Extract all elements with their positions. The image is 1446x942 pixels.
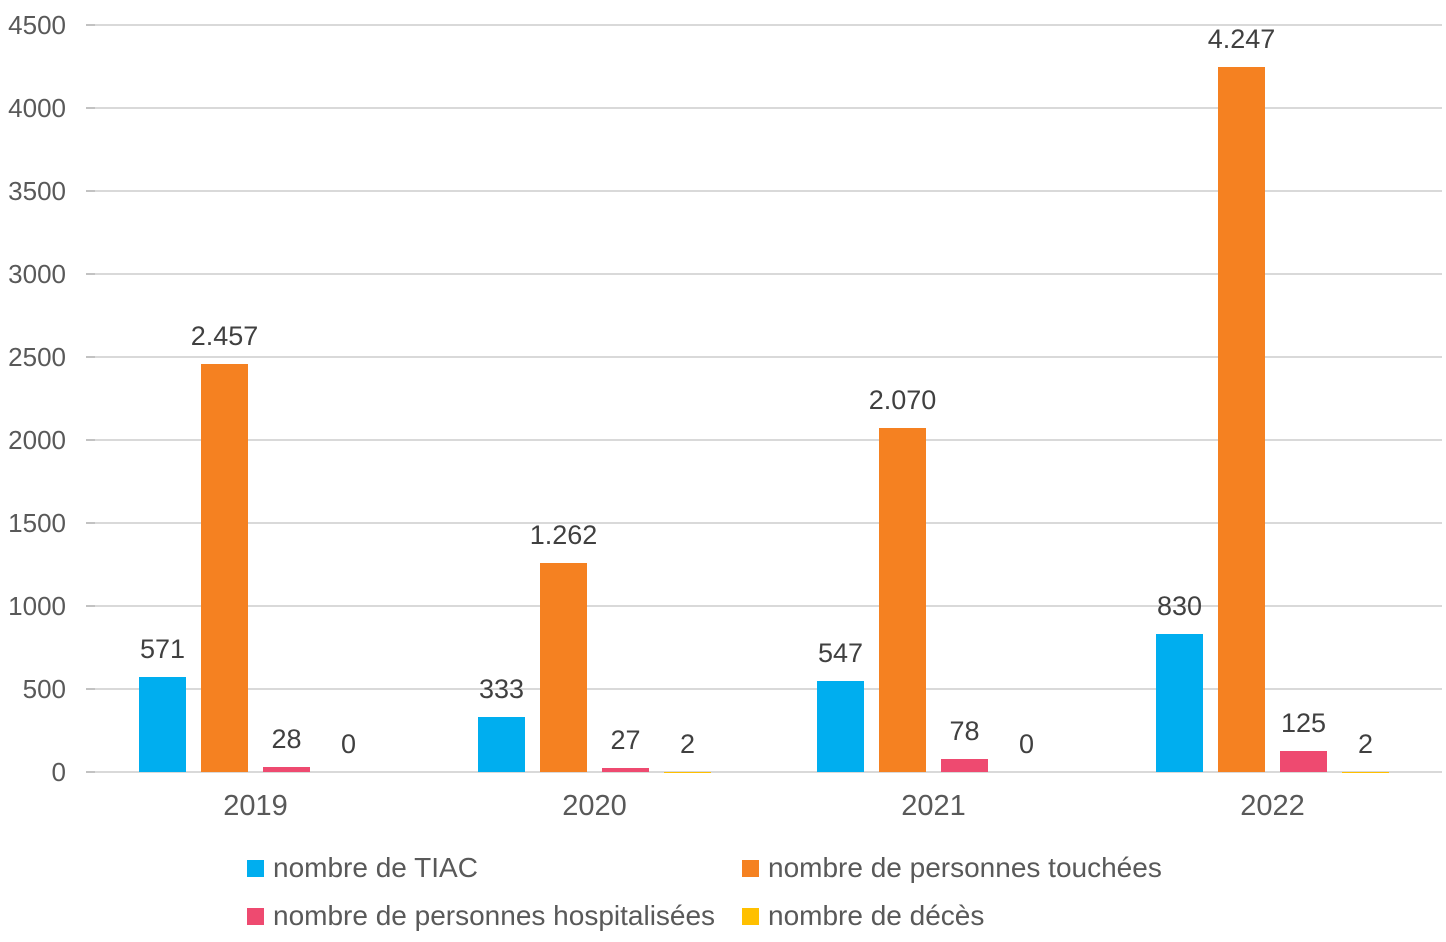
legend-swatch-icon — [742, 907, 759, 925]
plot-area: 571 2.457 28 0 333 1.262 27 2 547 2.070 78 0 830 4.24… — [86, 24, 1442, 773]
data-label: 0 — [340, 729, 357, 759]
bar-2020-s2 — [602, 767, 649, 772]
data-label: 2.457 — [190, 321, 259, 352]
axis-tick — [86, 24, 95, 26]
axis-tick — [86, 605, 95, 607]
data-label: 125 — [1280, 708, 1327, 739]
legend-item: nombre de personnes hospitalisées — [247, 900, 715, 932]
axis-tick — [86, 107, 95, 109]
gridline — [86, 605, 1442, 607]
axis-tick — [86, 522, 95, 524]
axis-tick — [86, 190, 95, 192]
axis-tick — [86, 688, 95, 690]
bar-2021-s0 — [817, 681, 864, 772]
legend-label: nombre de décès — [768, 900, 985, 931]
data-label: 0 — [1018, 729, 1035, 759]
gridline — [86, 771, 1442, 773]
data-label: 78 — [949, 716, 980, 747]
gridline — [86, 273, 1442, 275]
legend-swatch-icon — [247, 859, 264, 877]
bar-2022-s1 — [1218, 67, 1265, 772]
legend-item: nombre de personnes touchées — [742, 852, 1162, 884]
legend-item: nombre de décès — [742, 900, 984, 932]
data-label: 2.070 — [868, 385, 937, 416]
legend-item: nombre de TIAC — [247, 852, 478, 884]
y-axis-tick-label: 4000 — [8, 93, 66, 123]
legend-swatch-icon — [742, 859, 759, 877]
data-label: 571 — [139, 634, 186, 665]
data-label: 1.262 — [529, 519, 598, 550]
data-label: 2 — [1357, 728, 1374, 759]
y-axis-tick-label: 0 — [51, 757, 66, 787]
y-axis-tick-label: 2000 — [8, 425, 66, 455]
bar-2019-s1 — [201, 364, 248, 772]
gridline — [86, 356, 1442, 358]
legend-label: nombre de TIAC — [273, 852, 478, 883]
legend-swatch-icon — [247, 907, 264, 925]
bar-2019-s2 — [263, 767, 310, 772]
y-axis-tick-label: 4500 — [8, 10, 66, 40]
x-axis-category-label: 2022 — [1240, 790, 1305, 822]
bar-2019-s0 — [139, 677, 186, 772]
y-axis-tick-label: 3500 — [8, 176, 66, 206]
bar-2022-s2 — [1280, 751, 1327, 772]
bar-2020-s1 — [540, 562, 587, 772]
x-axis-category-label: 2021 — [901, 790, 966, 822]
data-label: 4.247 — [1207, 24, 1276, 54]
bar-2021-s2 — [941, 759, 988, 772]
x-axis-category-label: 2020 — [562, 790, 627, 822]
data-label: 333 — [478, 673, 525, 704]
axis-tick — [86, 356, 95, 358]
axis-tick — [86, 439, 95, 441]
y-axis-tick-label: 1500 — [8, 508, 66, 538]
data-label: 547 — [817, 638, 864, 669]
gridline — [86, 107, 1442, 109]
y-axis-tick-label: 1000 — [8, 591, 66, 621]
axis-tick — [86, 273, 95, 275]
gridline — [86, 190, 1442, 192]
x-axis: 2019 2020 2021 2022 — [86, 790, 1442, 823]
data-label: 2 — [679, 728, 696, 759]
x-axis-category-label: 2019 — [223, 790, 288, 822]
data-label: 830 — [1156, 591, 1203, 622]
y-axis-tick-label: 3000 — [8, 259, 66, 289]
legend-label: nombre de personnes touchées — [768, 852, 1162, 883]
data-label: 27 — [610, 724, 641, 755]
gridline — [86, 688, 1442, 690]
y-axis-tick-label: 500 — [22, 674, 66, 704]
bar-2020-s0 — [478, 716, 525, 772]
gridline — [86, 24, 1442, 26]
y-axis-tick-label: 2500 — [8, 342, 66, 372]
bar-2021-s1 — [879, 428, 926, 772]
gridline — [86, 522, 1442, 524]
gridline — [86, 439, 1442, 441]
bar-2022-s0 — [1156, 634, 1203, 772]
legend-label: nombre de personnes hospitalisées — [273, 900, 716, 931]
data-label: 28 — [271, 724, 302, 755]
axis-tick — [86, 771, 95, 773]
